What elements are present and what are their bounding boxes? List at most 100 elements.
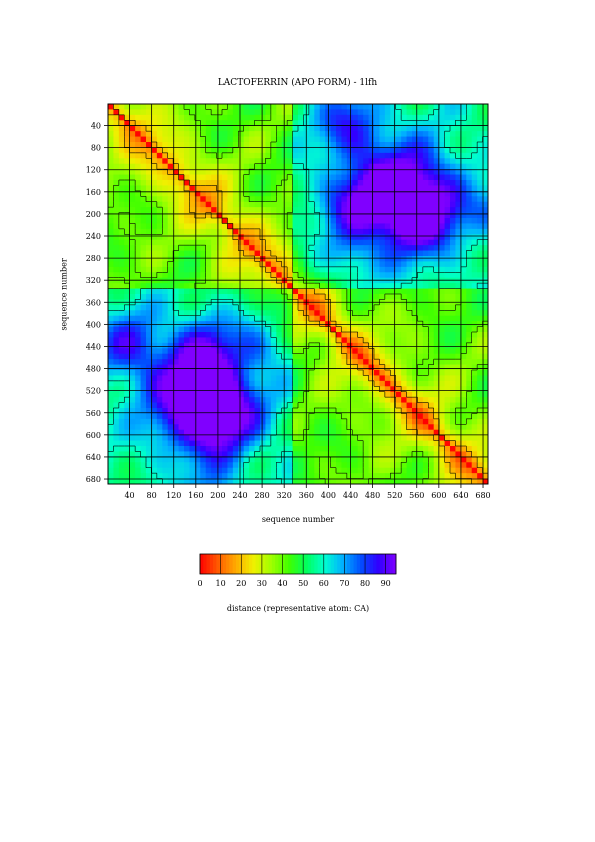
heatmap-cell xyxy=(417,288,424,295)
heatmap-cell xyxy=(439,169,445,175)
heatmap-cell xyxy=(173,478,179,485)
heatmap-cell xyxy=(395,446,402,452)
heatmap-cell xyxy=(140,218,147,224)
heatmap-cell xyxy=(471,288,478,295)
heatmap-cell xyxy=(336,359,342,365)
heatmap-cell xyxy=(298,413,304,420)
heatmap-cell xyxy=(216,462,223,469)
heatmap-cell xyxy=(460,256,467,262)
heatmap-cell xyxy=(482,185,489,192)
heatmap-cell xyxy=(173,261,179,268)
heatmap-cell xyxy=(374,234,380,241)
heatmap-cell xyxy=(417,446,424,452)
heatmap-cell xyxy=(341,353,348,360)
heatmap-cell xyxy=(238,408,245,414)
heatmap-cell xyxy=(298,364,304,371)
heatmap-cell xyxy=(146,402,152,409)
heatmap-cell xyxy=(428,370,435,376)
heatmap-cell xyxy=(276,131,283,137)
heatmap-cell xyxy=(211,380,217,387)
heatmap-cell xyxy=(428,277,435,284)
heatmap-cell xyxy=(243,174,250,181)
heatmap-cell xyxy=(352,429,359,436)
heatmap-cell xyxy=(482,440,489,447)
heatmap-cell xyxy=(135,304,141,311)
heatmap-cell xyxy=(227,152,234,159)
heatmap-cell xyxy=(363,462,369,469)
heatmap-cell xyxy=(444,288,451,295)
heatmap-cell xyxy=(379,174,386,181)
heatmap-cell xyxy=(276,109,283,116)
heatmap-cell xyxy=(346,266,353,273)
heatmap-cell xyxy=(298,250,304,257)
heatmap-cell xyxy=(167,348,174,355)
heatmap-cell xyxy=(395,174,402,181)
heatmap-cell xyxy=(243,223,250,230)
heatmap-cell xyxy=(466,446,473,452)
heatmap-cell xyxy=(428,478,435,485)
heatmap-cell xyxy=(482,391,489,398)
heatmap-cell xyxy=(232,462,239,469)
heatmap-cell xyxy=(260,353,266,360)
heatmap-cell xyxy=(428,391,435,398)
heatmap-cell xyxy=(336,288,342,295)
heatmap-cell xyxy=(194,196,201,203)
heatmap-cell xyxy=(254,353,261,360)
heatmap-cell xyxy=(129,391,136,398)
heatmap-cell xyxy=(308,245,315,251)
heatmap-cell xyxy=(265,180,272,186)
heatmap-cell xyxy=(151,120,158,127)
heatmap-cell xyxy=(189,288,196,295)
heatmap-cell xyxy=(477,169,483,175)
heatmap-cell xyxy=(466,315,473,322)
heatmap-cell xyxy=(151,283,158,289)
heatmap-cell xyxy=(357,272,364,279)
heatmap-cell xyxy=(422,180,429,186)
heatmap-cell xyxy=(189,315,196,322)
heatmap-cell xyxy=(135,212,141,219)
heatmap-cell xyxy=(270,136,277,143)
heatmap-cell xyxy=(243,418,250,425)
heatmap-cell xyxy=(118,375,125,382)
heatmap-cell xyxy=(151,391,158,398)
heatmap-cell xyxy=(140,207,147,213)
heatmap-cell xyxy=(194,288,201,295)
heatmap-cell xyxy=(422,440,429,447)
heatmap-cell xyxy=(200,456,207,463)
heatmap-cell xyxy=(281,283,288,289)
heatmap-cell xyxy=(477,342,483,349)
heatmap-cell xyxy=(194,223,201,230)
heatmap-cell xyxy=(249,234,255,241)
heatmap-cell xyxy=(482,283,489,289)
heatmap-cell xyxy=(162,473,169,479)
heatmap-cell xyxy=(460,391,467,398)
heatmap-cell xyxy=(357,104,364,110)
heatmap-cell xyxy=(379,294,386,300)
heatmap-cell xyxy=(450,283,456,289)
heatmap-cell xyxy=(401,402,407,409)
heatmap-cell xyxy=(222,310,228,317)
heatmap-cell xyxy=(363,256,369,262)
heatmap-cell xyxy=(298,147,304,154)
heatmap-cell xyxy=(287,310,293,317)
heatmap-cell xyxy=(249,424,255,431)
heatmap-cell xyxy=(108,370,114,376)
heatmap-cell xyxy=(412,131,418,137)
heatmap-cell xyxy=(298,332,304,338)
heatmap-cell xyxy=(460,272,467,279)
heatmap-cell xyxy=(298,397,304,403)
heatmap-cell xyxy=(455,446,462,452)
heatmap-cell xyxy=(379,190,386,197)
heatmap-cell xyxy=(249,109,255,116)
heatmap-cell xyxy=(249,413,255,420)
heatmap-cell xyxy=(118,104,125,110)
heatmap-cell xyxy=(270,402,277,409)
heatmap-cell xyxy=(401,212,407,219)
heatmap-cell xyxy=(200,223,207,230)
heatmap-cell xyxy=(308,446,315,452)
heatmap-cell xyxy=(428,136,435,143)
heatmap-cell xyxy=(314,131,321,137)
heatmap-cell xyxy=(466,136,473,143)
heatmap-cell xyxy=(466,353,473,360)
heatmap-cell xyxy=(249,315,255,322)
